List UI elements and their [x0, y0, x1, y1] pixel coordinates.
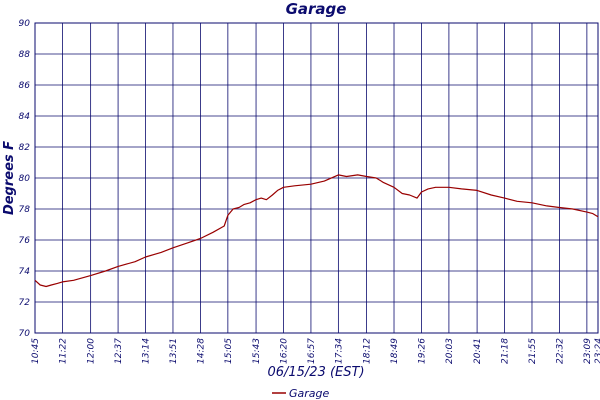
x-tick-label: 16:57: [307, 338, 317, 364]
series-line-garage: [34, 174, 599, 288]
x-tick-label: 12:37: [114, 338, 124, 364]
x-tick-label: 16:20: [279, 338, 289, 364]
series-group: [34, 174, 599, 288]
y-tick-label: 72: [19, 298, 31, 308]
x-tick-label: 15:05: [224, 338, 234, 364]
x-tick-label: 12:00: [87, 338, 97, 364]
legend-label-garage: Garage: [289, 387, 330, 400]
y-tick-label: 74: [19, 267, 31, 277]
x-tick-label: 22:32: [555, 338, 565, 364]
chart-title: Garage: [286, 0, 347, 18]
x-tick-label: 23:09: [583, 338, 593, 364]
y-tick-label: 82: [19, 143, 31, 153]
x-tick-label: 20:41: [473, 338, 483, 364]
x-tick-label: 21:18: [501, 338, 511, 364]
x-tick-label: 18:49: [390, 338, 400, 364]
x-tick-label: 11:22: [58, 338, 68, 364]
x-tick-label: 18:12: [363, 338, 373, 364]
y-tick-label: 90: [19, 19, 31, 29]
x-tick-label: 10:45: [31, 338, 41, 364]
x-tick-label: 13:14: [142, 338, 152, 364]
grid: [34, 22, 599, 334]
y-tick-labels: 70 72 74 76 78 80 82 84 86 88 90: [19, 19, 31, 339]
x-tick-label: 17:34: [334, 338, 344, 364]
y-tick-label: 84: [19, 112, 31, 122]
x-tick-label: 19:26: [417, 338, 427, 364]
y-tick-label: 78: [19, 205, 31, 215]
x-tick-labels: 10:45 11:22 12:00 12:37 13:14 13:51 14:28 15:05…: [31, 338, 600, 364]
x-tick-label: 20:03: [445, 338, 455, 364]
y-tick-label: 70: [19, 329, 31, 339]
legend: Garage: [272, 387, 330, 400]
y-tick-label: 76: [19, 236, 31, 246]
y-axis-label: Degrees F: [2, 141, 17, 215]
x-tick-label: 23:24: [594, 338, 600, 364]
x-axis-label: 06/15/23 (EST): [267, 365, 364, 380]
x-tick-label: 13:51: [169, 338, 179, 364]
x-tick-label: 21:55: [528, 338, 538, 364]
x-tick-label: 14:28: [196, 338, 206, 364]
y-tick-label: 80: [19, 174, 31, 184]
y-tick-label: 88: [19, 50, 31, 60]
y-tick-label: 86: [19, 81, 31, 91]
x-tick-label: 15:43: [252, 338, 262, 364]
